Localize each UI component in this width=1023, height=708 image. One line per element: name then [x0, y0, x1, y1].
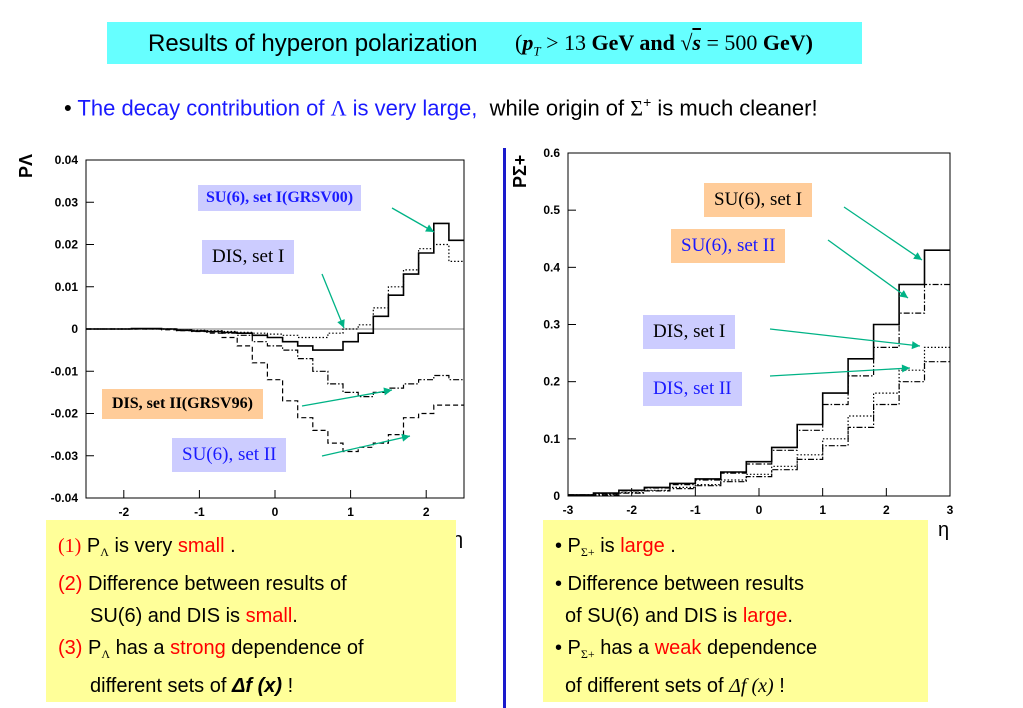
- label-dis-set1-left: DIS, set I: [202, 240, 295, 274]
- label-arrow: [321, 435, 411, 457]
- y-tick-label: 0.6: [543, 146, 560, 160]
- note-sigma-line1: • PΣ+ is large .: [555, 535, 676, 559]
- series-line: [568, 283, 950, 496]
- notes-lambda: (1) PΛ is very small . (2) Difference be…: [46, 520, 456, 702]
- y-tick-label: 0: [553, 489, 560, 503]
- y-tick-label: -0.01: [51, 364, 79, 378]
- x-axis-label: η: [452, 529, 463, 548]
- note-sigma-line4: • PΣ+ has a weak dependence: [555, 637, 818, 661]
- label-su6-set2-right: SU(6), set II: [671, 229, 786, 263]
- y-tick-label: -0.02: [51, 407, 79, 421]
- y-tick-label: 0.02: [55, 238, 79, 252]
- note-lambda-line2: (2) Difference between results of: [58, 573, 347, 595]
- series-line: [86, 243, 464, 339]
- label-arrow: [769, 328, 921, 347]
- note-sigma-line5: of different sets of Δf (x) !: [565, 675, 785, 697]
- x-tick-label: 1: [819, 503, 826, 517]
- title-kinematics: (pT > 13 GeV and √s = 500 GeV): [515, 30, 813, 59]
- series-line: [86, 328, 464, 398]
- label-dis-set2-left: DIS, set II(GRSV96): [102, 389, 263, 419]
- arrow-head: [913, 252, 922, 260]
- x-tick-label: -1: [690, 503, 701, 517]
- series-line: [86, 328, 464, 453]
- note-lambda-line4: (3) PΛ has a strong dependence of: [58, 637, 364, 661]
- label-arrow: [769, 367, 911, 377]
- x-tick-label: 0: [756, 503, 763, 517]
- x-tick-label: 1: [347, 505, 354, 519]
- y-tick-label: 0.5: [543, 203, 560, 217]
- note-lambda-line3: SU(6) and DIS is small.: [90, 605, 298, 627]
- x-axis-label: η: [938, 519, 949, 540]
- y-tick-label: 0.03: [55, 195, 79, 209]
- y-tick-label: 0.01: [55, 280, 79, 294]
- x-tick-label: 3: [947, 503, 954, 517]
- note-sigma-line3: of SU(6) and DIS is large.: [565, 605, 793, 627]
- y-tick-label: 0: [71, 322, 78, 336]
- note-sigma-line2: • Difference between results: [555, 573, 804, 595]
- slide-title: Results of hyperon polarization: [148, 30, 478, 57]
- y-tick-label: 0.2: [543, 375, 560, 389]
- x-tick-label: -2: [626, 503, 637, 517]
- note-lambda-line1: (1) PΛ is very small .: [58, 535, 236, 559]
- label-arrow: [827, 239, 909, 299]
- label-arrow: [391, 207, 435, 233]
- label-arrow: [321, 273, 345, 329]
- arrow-head: [401, 433, 410, 442]
- label-arrow: [301, 389, 393, 407]
- x-tick-label: 0: [272, 505, 279, 519]
- arrow-head: [383, 387, 392, 396]
- series-line: [568, 361, 950, 496]
- x-tick-label: -2: [118, 505, 129, 519]
- label-su6-set1-left: SU(6), set I(GRSV00): [198, 185, 362, 211]
- label-dis-set2-right: DIS, set II: [643, 372, 742, 406]
- arrow-head: [911, 341, 920, 350]
- arrow-head: [337, 319, 345, 328]
- note-lambda-line5: different sets of Δf (x) !: [90, 675, 294, 697]
- y-tick-label: -0.04: [51, 491, 79, 505]
- arrow-head: [901, 364, 910, 373]
- lambda-polarization-chart: 0.04 0.03 0.02 0.01 0 -0.01 -0.02 -0.03 -0.04 -2 -…: [16, 153, 465, 548]
- subtitle: • The decay contribution of Λ is very la…: [64, 94, 818, 121]
- notes-sigma: • PΣ+ is large . • Difference between re…: [543, 520, 928, 702]
- sigma-polarization-chart: 0.60.50.40.30.20.10-3 -2 -1 0 1 2 3PΣ+η: [510, 146, 954, 540]
- y-tick-label: 0.4: [543, 260, 560, 274]
- title-banner: [107, 22, 862, 64]
- x-tick-label: 2: [423, 505, 430, 519]
- y-tick-label: 0.04: [55, 153, 79, 167]
- label-dis-set1-right: DIS, set I: [643, 315, 736, 349]
- x-tick-label: -1: [194, 505, 205, 519]
- label-su6-set2-left: SU(6), set II: [172, 438, 287, 472]
- label-su6-set1-right: SU(6), set I: [704, 183, 813, 217]
- y-tick-label: 0.1: [543, 432, 560, 446]
- arrow-head: [899, 290, 908, 298]
- y-tick-label: 0.3: [543, 318, 560, 332]
- y-axis-label: PΛ: [16, 154, 36, 178]
- x-tick-label: -3: [563, 503, 574, 517]
- y-axis-label: PΣ+: [510, 155, 530, 188]
- series-line: [568, 249, 950, 496]
- arrow-head: [425, 224, 434, 232]
- panel-divider: [503, 148, 506, 708]
- y-tick-label: -0.03: [51, 449, 79, 463]
- label-arrow: [843, 206, 923, 261]
- x-tick-label: 2: [883, 503, 890, 517]
